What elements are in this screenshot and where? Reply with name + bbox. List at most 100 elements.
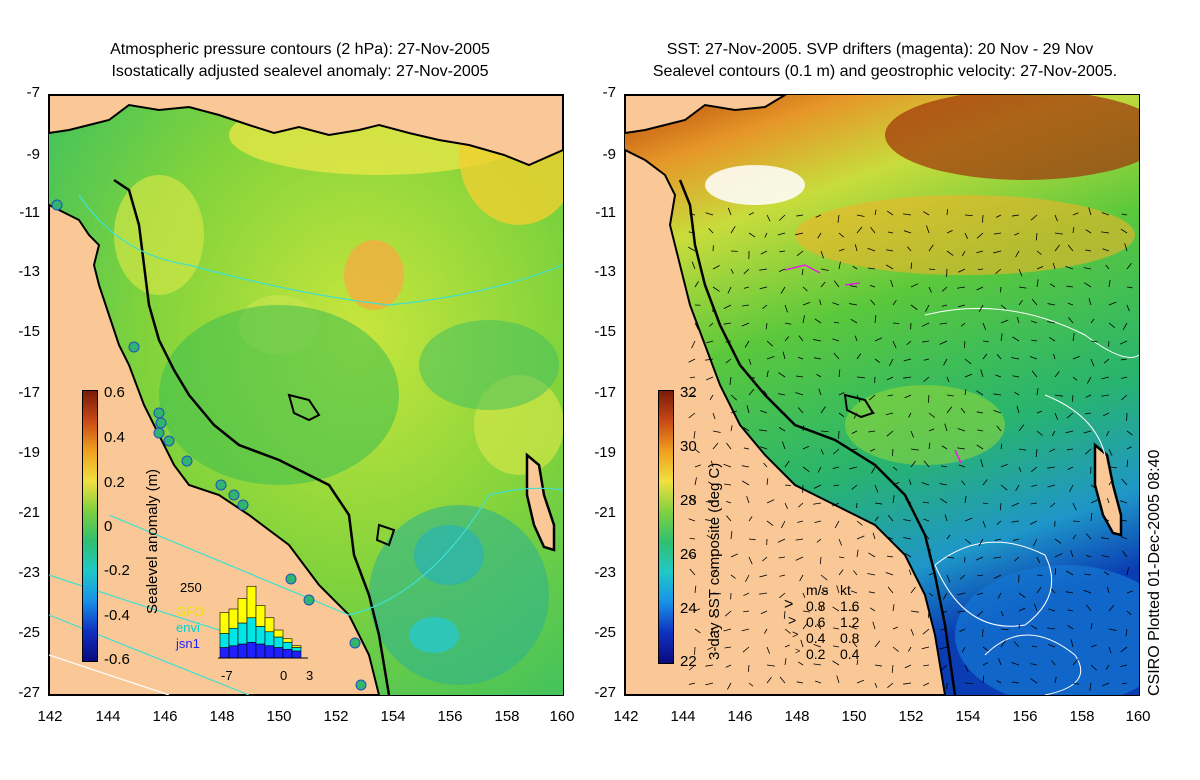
velocity-arrow [1036,410,1042,414]
velocity-arrow [982,675,985,684]
colorbar-tick: 0.2 [104,474,125,491]
x-tick: 146 [152,708,178,725]
velocity-arrow [874,315,877,324]
velocity-arrow [816,538,822,543]
velocity-arrow [856,549,859,558]
velocity-arrow [748,232,756,238]
legend-header-kt: kt [840,582,851,598]
legend-ms: 0.2 [806,646,826,662]
velocity-arrow [748,682,754,687]
anomaly-patch [114,175,204,295]
velocity-arrow [993,574,1002,579]
right-title-line2: Sealevel contours (0.1 m) and geostrophi… [652,63,1118,80]
velocity-arrow [923,211,930,216]
velocity-arrow [1066,448,1074,451]
velocity-arrow [976,232,984,239]
velocity-arrow [1018,300,1023,306]
velocity-arrow [892,322,900,325]
velocity-arrow [1108,301,1117,306]
velocity-arrow [766,664,775,667]
velocity-arrow [910,460,916,468]
velocity-arrow [1011,520,1020,523]
velocity-arrow [1048,448,1056,453]
velocity-arrow [874,516,879,522]
velocity-arrow [1053,353,1056,360]
velocity-arrow [886,376,894,381]
legend-arrow: > [795,646,801,656]
velocity-arrow [868,552,876,558]
velocity-arrow [886,249,894,252]
velocity-arrow [982,479,988,486]
velocity-arrow [1033,603,1038,612]
velocity-arrow [1101,537,1110,540]
velocity-arrow [1083,589,1092,594]
velocity-arrow [797,661,804,666]
sealevel-contour [1044,394,1106,456]
velocity-arrow [1014,391,1020,396]
velocity-arrow [778,214,786,221]
velocity-arrow [1018,424,1025,432]
velocity-arrow [802,302,811,306]
velocity-arrow [1072,333,1075,342]
velocity-arrow [891,664,894,673]
velocity-arrow [712,610,717,619]
velocity-arrow [1088,298,1092,306]
velocity-arrow [1126,610,1132,616]
velocity-arrow [909,569,912,576]
velocity-arrow [964,556,966,563]
velocity-arrow [743,268,750,275]
velocity-arrow [928,428,935,432]
velocity-arrow [910,586,916,594]
velocity-arrow [688,412,696,419]
velocity-arrow [838,538,843,546]
velocity-arrow [1120,536,1128,540]
x-tick: 152 [898,708,924,725]
y-tick: -17 [18,384,40,401]
velocity-arrow [870,226,876,234]
velocity-arrow [1101,376,1110,380]
velocity-arrow [762,304,768,309]
velocity-arrow [832,606,840,612]
velocity-arrow [996,354,1002,360]
velocity-arrow [1072,658,1079,666]
histogram-bar [255,605,266,627]
histogram-bar [237,622,248,645]
velocity-arrow [1014,232,1020,236]
y-tick: -15 [18,323,40,340]
velocity-arrow [759,268,768,271]
velocity-arrow [849,609,858,612]
velocity-arrow [1000,610,1004,617]
y-tick: -11 [19,204,40,221]
velocity-arrow [1090,664,1097,671]
colorbar-label: 3-day SST composite (deg C) [706,462,723,660]
y-tick: -7 [602,84,616,101]
velocity-arrow [710,551,714,558]
velocity-arrow [800,639,804,648]
velocity-arrow [903,358,912,362]
right-title-line1: SST: 27-Nov-2005. SVP drifters (magenta)… [666,41,1094,58]
velocity-arrow [766,478,769,486]
velocity-arrow [867,573,876,576]
velocity-arrow [1069,484,1074,492]
velocity-arrow [943,592,948,600]
velocity-arrow [958,268,966,273]
velocity-arrow [885,572,894,576]
legend-arrow: > [784,596,794,613]
velocity-arrow [957,447,966,450]
histogram-bar [246,617,257,643]
velocity-arrow [854,244,858,252]
velocity-arrow [1030,214,1038,221]
velocity-arrow [903,682,912,685]
histogram-bar [291,647,302,652]
right-map-panel [624,94,1140,696]
velocity-arrow [892,340,897,349]
velocity-arrow [996,425,1002,432]
velocity-arrow [874,484,879,493]
velocity-arrow [779,411,786,414]
drifter-track [784,264,821,274]
velocity-arrow [778,556,786,559]
velocity-arrow [1036,574,1043,576]
velocity-arrow [1067,302,1074,306]
velocity-arrow [982,502,989,505]
velocity-arrow [802,425,805,432]
